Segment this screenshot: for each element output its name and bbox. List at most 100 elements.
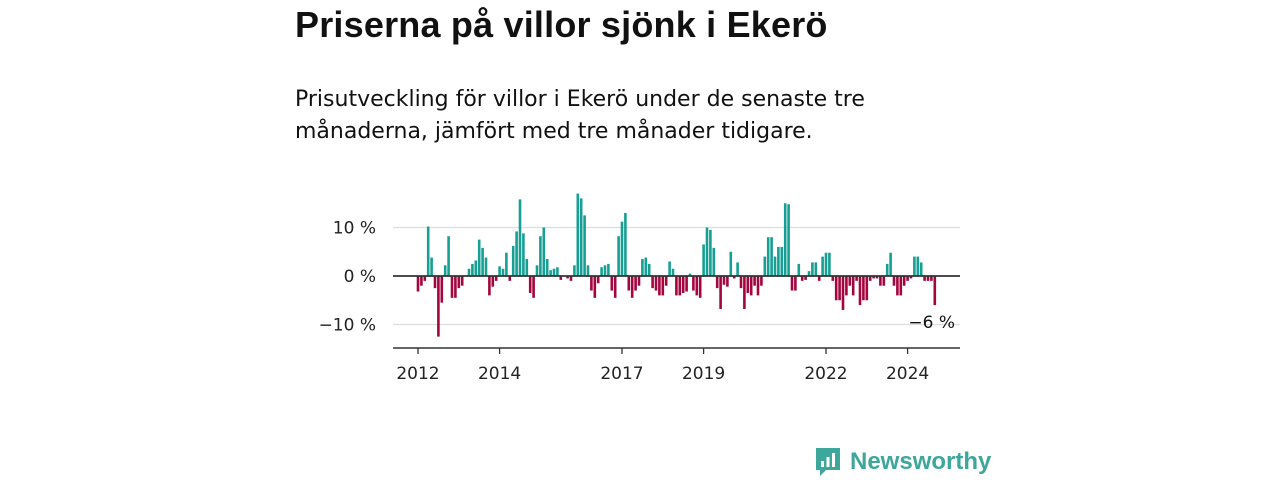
bar [668,261,671,276]
bar [865,276,869,301]
bar [909,276,913,279]
bar [539,236,542,276]
bar [868,276,872,281]
bar [627,276,631,291]
bar [892,276,896,286]
bar [858,276,862,306]
y-tick-label: 0 % [344,267,376,287]
bar [447,236,450,276]
bar [698,276,702,298]
bar [661,276,665,296]
bar [505,252,508,276]
bar [450,276,454,298]
bar [787,204,790,276]
bar [508,276,512,281]
bar [811,262,814,276]
bar [916,256,920,276]
bar [522,233,525,276]
bar [753,276,756,286]
gridlines [393,226,960,326]
bar [777,246,780,276]
bar [586,265,590,276]
bar [726,276,729,287]
bar [804,276,807,280]
bar [712,247,716,276]
bar [760,276,763,286]
bar [579,198,583,276]
bar [902,276,906,286]
bar [675,276,678,296]
tick-labels: 10 % 0 % −10 % 2012 2014 2017 2019 2022 2024 −6 % [319,219,955,385]
bar [535,265,539,276]
bar [654,276,658,291]
bar [855,276,858,281]
bar [790,276,794,291]
bar [838,276,841,301]
bar [749,276,753,296]
bar [430,257,433,276]
bar [709,229,712,276]
bar [933,276,937,306]
bar [477,239,481,277]
bar [746,276,750,293]
bar [583,215,586,276]
bar [658,276,661,296]
bar [736,262,739,276]
bar [841,276,845,310]
bar [834,276,838,301]
x-tick-label: 2017 [600,364,643,384]
bar [800,276,804,281]
bar [715,276,719,289]
bar [739,276,743,289]
bar [885,263,889,277]
bar [634,276,637,291]
bar [474,260,478,276]
last-value-label: −6 % [908,313,955,333]
bar [644,257,648,276]
bar [807,271,811,276]
bar [821,256,824,276]
bar [426,226,430,276]
bar [763,256,767,276]
bar [596,276,600,284]
bar [494,276,498,281]
x-tick-label: 2024 [886,364,929,384]
bar [559,276,563,280]
bar [600,267,603,276]
bar-chart: 10 % 0 % −10 % 2012 2014 2017 2019 2022 2024 −6 % [319,193,960,385]
bar [488,276,491,296]
bar [814,262,818,276]
bar [923,276,926,281]
bar [671,268,675,276]
bar [576,193,580,276]
bar [732,276,736,279]
x-tick-label: 2012 [396,364,439,384]
y-tick-label: −10 % [319,316,376,336]
bar [722,276,726,285]
bar [617,236,620,276]
bar [443,265,447,276]
bar [913,256,916,276]
bar [783,203,787,276]
bar [569,276,573,281]
bar [532,276,535,298]
bar [848,276,852,286]
bar [651,276,654,289]
axes [393,275,960,354]
bar [603,265,607,276]
bar [828,252,831,276]
brand-name: Newsworthy [850,448,992,475]
bar [630,276,634,298]
bar [460,276,464,286]
bar [831,276,835,281]
bar [613,276,617,298]
bar [845,276,848,296]
bar [906,276,909,281]
bar [620,221,624,276]
bar [875,276,879,279]
chart-title: Priserna på villor sjönk i Ekerö [295,4,828,45]
bar [552,268,556,276]
bar [899,276,903,296]
bar [433,276,437,289]
x-tick-label: 2019 [682,364,725,384]
